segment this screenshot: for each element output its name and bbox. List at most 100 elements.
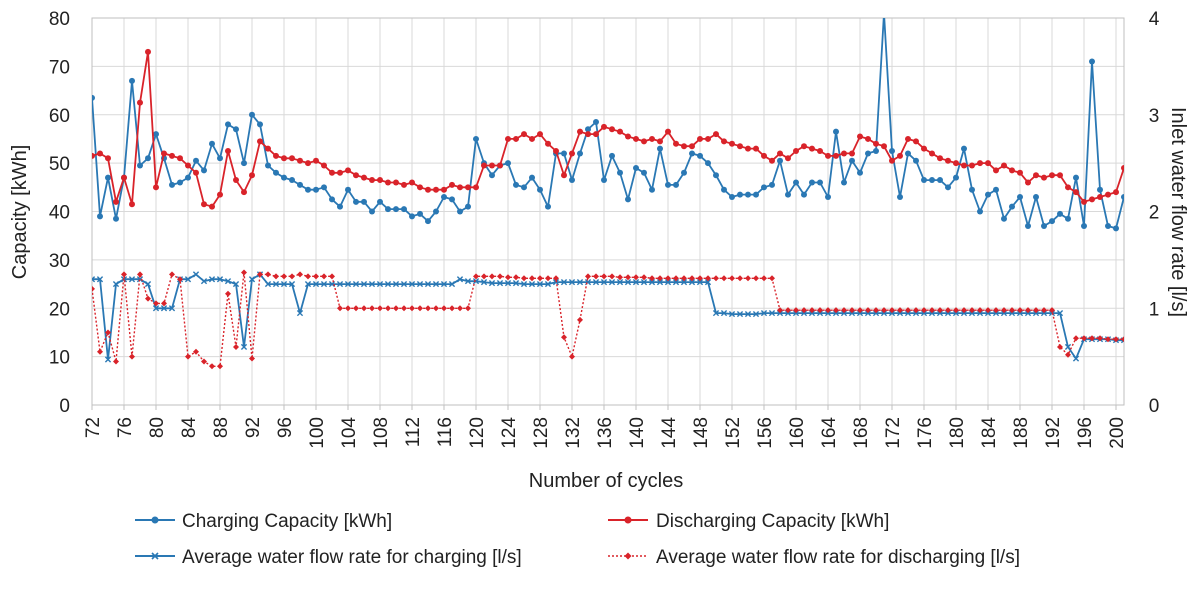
data-point (321, 184, 327, 191)
data-point (1193, 341, 1199, 347)
data-point (657, 145, 663, 152)
data-point (729, 140, 735, 147)
data-point (513, 274, 519, 281)
data-point (624, 279, 632, 286)
y-tick-label: 60 (49, 106, 70, 127)
data-point (393, 179, 399, 186)
data-point (985, 191, 991, 198)
x-tick-label: 152 (723, 417, 744, 449)
data-point (1081, 335, 1087, 342)
data-point (129, 201, 135, 208)
data-point (1049, 218, 1055, 225)
data-point (1121, 193, 1124, 200)
data-point (1049, 307, 1055, 314)
data-point (1145, 339, 1150, 344)
data-point (697, 275, 703, 282)
data-point (1185, 344, 1190, 349)
data-point (745, 191, 751, 198)
data-point (1113, 189, 1119, 196)
data-point (432, 280, 440, 288)
data-point (696, 279, 704, 286)
data-point (665, 181, 671, 188)
data-point (649, 135, 655, 142)
data-point (817, 179, 823, 186)
data-point (1001, 307, 1007, 314)
data-point (304, 280, 312, 288)
data-point (688, 279, 696, 286)
data-point (1097, 186, 1103, 193)
data-point (945, 307, 951, 314)
data-point (961, 145, 967, 152)
data-point (713, 275, 719, 282)
data-point (520, 280, 528, 288)
data-point (1105, 191, 1111, 198)
data-point (209, 203, 215, 210)
data-point (200, 278, 208, 285)
data-point (833, 307, 839, 314)
data-point (769, 181, 775, 188)
data-point (881, 10, 887, 16)
data-point (240, 343, 248, 351)
data-point (793, 179, 799, 186)
y2-tick-label: 1 (1149, 299, 1160, 320)
data-point (456, 276, 464, 283)
data-point (945, 157, 951, 164)
data-point (280, 280, 288, 288)
data-point (921, 177, 927, 184)
data-point (153, 184, 159, 191)
data-point (209, 140, 215, 147)
data-point (1017, 169, 1023, 176)
y-tick-label: 30 (49, 251, 70, 272)
x-tick-label: 200 (1107, 417, 1128, 449)
data-point (985, 160, 991, 167)
data-point (720, 309, 728, 317)
data-point (433, 305, 439, 312)
data-point (481, 273, 487, 280)
data-point (993, 307, 999, 314)
data-point (1017, 307, 1023, 314)
x-tick-label: 132 (563, 417, 584, 449)
x-tick-label: 164 (819, 417, 840, 449)
data-point (1161, 163, 1167, 169)
data-point (689, 143, 695, 150)
data-point (873, 140, 879, 147)
data-point (705, 160, 711, 167)
data-point (385, 179, 391, 186)
data-point (721, 186, 727, 193)
data-point (1129, 338, 1134, 343)
data-point (1041, 174, 1047, 181)
x-tick-label: 196 (1075, 417, 1096, 449)
data-point (1137, 337, 1143, 343)
data-point (897, 193, 903, 200)
data-point (217, 191, 223, 198)
data-point (225, 121, 231, 128)
data-point (249, 172, 255, 179)
data-point (344, 280, 352, 288)
data-point (689, 150, 695, 157)
data-point (305, 273, 311, 280)
x-tick-label: 168 (851, 417, 872, 449)
data-point (737, 143, 743, 150)
data-point (313, 273, 319, 280)
data-point (129, 353, 135, 360)
x-tick-label: 128 (531, 417, 552, 449)
y2-tick-label: 2 (1149, 203, 1160, 224)
data-point (464, 278, 472, 285)
data-point (761, 275, 767, 282)
data-point (729, 275, 735, 282)
data-point (92, 152, 95, 159)
data-point (121, 271, 127, 278)
data-point (488, 280, 496, 287)
data-point (217, 155, 223, 162)
data-point (265, 271, 271, 278)
data-point (665, 275, 671, 282)
data-point (273, 169, 279, 176)
data-point (713, 172, 719, 179)
data-point (353, 172, 359, 179)
data-point (785, 191, 791, 198)
data-point (561, 150, 567, 157)
data-point (289, 273, 295, 280)
data-point (849, 150, 855, 157)
gridlines (91, 17, 1124, 405)
data-point (1025, 179, 1031, 186)
